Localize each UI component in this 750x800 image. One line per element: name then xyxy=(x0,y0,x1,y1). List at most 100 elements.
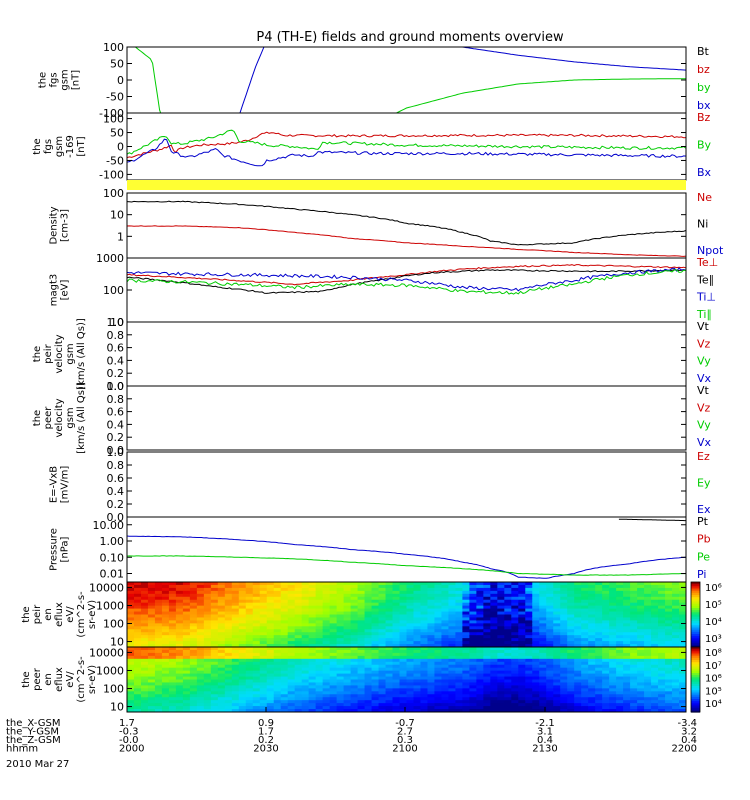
y-tick-label: 1.0 xyxy=(107,446,125,459)
colorbar-tick-label: 10⁶ xyxy=(705,674,722,685)
y-axis-label: fgs xyxy=(49,72,60,87)
y-tick-label: 10 xyxy=(110,636,124,649)
y-axis-label: fgs xyxy=(43,139,54,154)
y-tick-label: -100 xyxy=(99,168,124,181)
y-tick-label: 0.0 xyxy=(107,511,125,524)
y-tick-label: 0.0 xyxy=(107,444,125,457)
legend-entry: Ne xyxy=(697,191,712,204)
y-axis-label: the xyxy=(32,138,43,154)
legend-entry: Ey xyxy=(697,477,711,490)
x-axis-value: 1.7 xyxy=(258,727,274,738)
x-axis-row-label: the_Y-GSM xyxy=(6,727,59,738)
series-lines xyxy=(134,47,686,113)
y-tick-label: 50 xyxy=(110,127,124,140)
legend-entry: Bx xyxy=(697,166,712,179)
legend-entry: Pi xyxy=(697,568,706,581)
y-axis-label: magt3 xyxy=(49,274,60,307)
series-line-3 xyxy=(127,269,686,295)
series-lines xyxy=(127,200,686,257)
y-tick-label: 0.2 xyxy=(107,367,125,380)
spectrogram-image xyxy=(127,647,686,712)
y-tick-label: 1.0 xyxy=(107,316,125,329)
series-line-1 xyxy=(127,225,686,257)
y-axis-label: [nPa] xyxy=(60,536,71,562)
legend-entry: Pe xyxy=(697,550,710,563)
x-axis-row-label: the_Z-GSM xyxy=(6,735,61,746)
series-line-0 xyxy=(127,535,686,579)
y-tick-label: 0.6 xyxy=(107,342,125,355)
panel-fgs: 100 50 0 -50 -100 the fgs gsm [nT] Bt bz by bx xyxy=(38,41,711,120)
x-axis-value: -2.1 xyxy=(535,718,555,729)
legend-entry: Npot xyxy=(697,244,724,257)
y-tick-label: 0.6 xyxy=(107,472,125,485)
x-axis-date: 2010 Mar 27 xyxy=(6,759,69,770)
series-line-1 xyxy=(239,47,686,113)
series-line-0 xyxy=(127,200,686,246)
series-line-2 xyxy=(127,138,686,167)
series-line-1 xyxy=(127,269,686,294)
y-tick-label: 0 xyxy=(117,141,124,154)
legend-entry: Te∥ xyxy=(696,273,714,286)
y-axis-label: E=-VxB xyxy=(49,466,60,503)
y-axis-label: velocity xyxy=(54,334,65,373)
y-axis-label: gsm xyxy=(54,136,65,157)
x-axis-value: 2200 xyxy=(672,744,697,755)
y-axis-label: gsm xyxy=(65,343,76,364)
x-axis-row-label: the_X-GSM xyxy=(6,718,60,729)
colorbar-tick-label: 10⁴ xyxy=(705,617,722,628)
series-line-2 xyxy=(127,267,686,292)
series-line-0 xyxy=(134,47,686,113)
series-lines xyxy=(127,264,686,295)
y-axis-label: [km/s (All Qs)] xyxy=(76,382,87,454)
figure-title: P4 (TH-E) fields and ground moments over… xyxy=(256,30,564,45)
legend-entry: Te⊥ xyxy=(696,256,718,269)
y-axis-label: sr-eV) xyxy=(87,665,98,694)
x-axis-value: 0.9 xyxy=(258,718,274,729)
y-axis-label: Density xyxy=(49,206,60,244)
y-tick-label: 0.8 xyxy=(107,459,125,472)
y-tick-label: 0.8 xyxy=(107,393,125,406)
colorbar: 10⁶ 10⁵ 10⁴ 10³ xyxy=(690,581,722,648)
spectrogram-image xyxy=(127,582,686,647)
legend-entry: Ni xyxy=(697,218,708,231)
y-tick-label: 0.2 xyxy=(107,431,125,444)
y-tick-label: 1.00 xyxy=(100,535,125,548)
y-axis-label: [mV/m] xyxy=(60,466,71,504)
panel-temperature: 1000 100 10 magt3 [eV] Te⊥ Te∥ Ti⊥ Ti∥ xyxy=(49,252,719,329)
x-axis-value: -0.7 xyxy=(395,718,415,729)
y-axis-label: Pressure xyxy=(49,528,60,571)
series-line-0 xyxy=(127,264,686,286)
y-tick-label: 10 xyxy=(110,209,124,222)
y-tick-label: 1 xyxy=(117,230,124,243)
y-tick-label: 0.4 xyxy=(107,418,125,431)
x-axis-value: 2130 xyxy=(532,744,557,755)
legend-entry: Ex xyxy=(697,503,711,516)
legend-entry: bx xyxy=(697,99,711,112)
x-axis-value: -3.4 xyxy=(677,718,697,729)
y-axis-label: [nT] xyxy=(76,136,87,156)
y-axis-label: the xyxy=(32,346,43,362)
x-axis-value: 2030 xyxy=(253,744,278,755)
y-tick-label: 1000 xyxy=(96,600,124,613)
legend-entry: bz xyxy=(697,63,710,76)
legend-entry: Ti⊥ xyxy=(696,291,716,304)
y-tick-label: 0.2 xyxy=(107,498,125,511)
y-tick-label: 10 xyxy=(110,316,124,329)
y-axis-label: -169 xyxy=(65,135,76,158)
y-axis-label: sr-eV) xyxy=(87,600,98,629)
panel-state-flag xyxy=(127,180,686,190)
x-axis-value: 0.2 xyxy=(258,735,274,746)
series-line-1 xyxy=(127,129,686,155)
y-axis-label: (cm^2-s- xyxy=(76,591,87,638)
panel-frame xyxy=(126,385,687,451)
y-tick-label: 0 xyxy=(117,74,124,87)
x-axis-value: 2000 xyxy=(119,744,144,755)
y-axis-label: peir xyxy=(43,343,54,363)
x-axis-value: 0.4 xyxy=(537,735,553,746)
y-tick-label: 10000 xyxy=(89,581,124,594)
colorbar-tick-label: 10⁵ xyxy=(705,600,722,611)
y-tick-label: 10000 xyxy=(89,646,124,659)
